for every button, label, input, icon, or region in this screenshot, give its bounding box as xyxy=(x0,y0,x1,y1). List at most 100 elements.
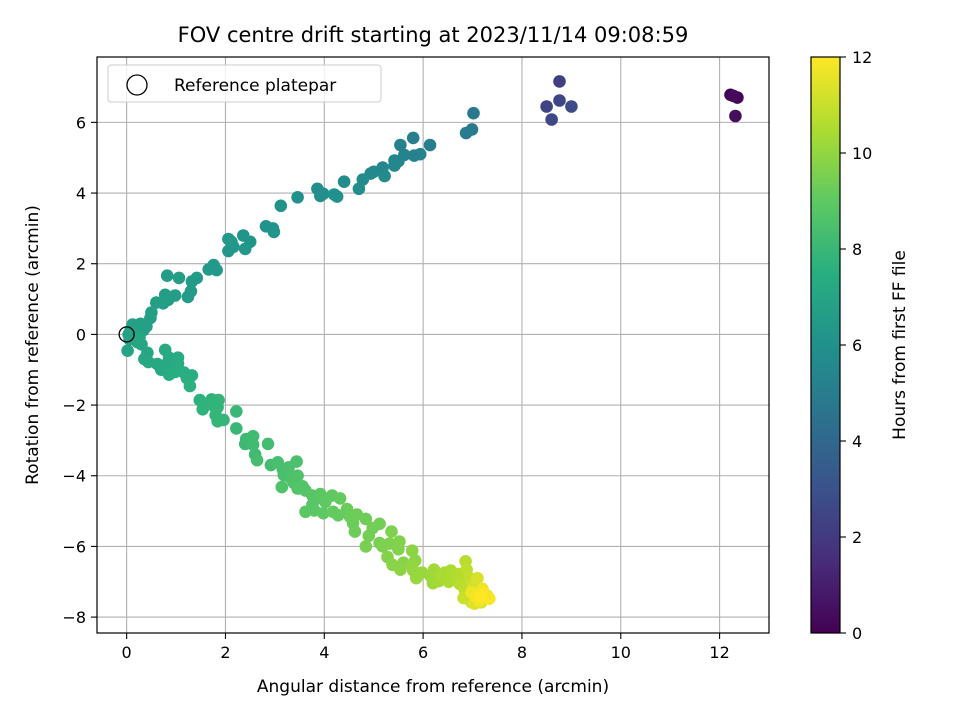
x-tick-label: 6 xyxy=(418,643,428,662)
data-point xyxy=(359,512,373,526)
data-point xyxy=(373,517,386,531)
legend-box xyxy=(107,64,382,103)
x-tick-label: 4 xyxy=(319,643,329,662)
y-tick-label: −8 xyxy=(62,608,86,627)
data-point xyxy=(246,438,260,452)
data-point xyxy=(217,413,230,427)
data-point xyxy=(317,506,330,520)
y-axis-label: Rotation from reference (arcmin) xyxy=(23,205,43,485)
data-point xyxy=(275,480,289,494)
data-point xyxy=(394,138,407,152)
colorbar-tick-label: 2 xyxy=(852,528,862,547)
data-point xyxy=(459,126,473,140)
x-tick-label: 0 xyxy=(122,643,132,662)
data-point xyxy=(290,455,303,468)
data-point xyxy=(222,244,235,258)
data-point xyxy=(337,175,351,188)
data-point xyxy=(121,344,134,358)
data-point xyxy=(250,453,264,467)
y-tick-label: 2 xyxy=(76,255,86,274)
data-point xyxy=(230,405,243,418)
y-tick-label: −2 xyxy=(62,396,86,415)
colorbar: 0 2 4 6 8 10 12 Hours from first FF file xyxy=(810,48,910,643)
data-point xyxy=(553,75,566,88)
data-point xyxy=(314,189,327,203)
data-point xyxy=(330,190,344,203)
data-point xyxy=(362,529,376,543)
x-axis-label: Angular distance from reference (arcmin) xyxy=(257,677,609,697)
y-tick-label: 4 xyxy=(76,184,86,203)
data-point xyxy=(237,229,250,242)
x-axis-ticks: 0 2 4 6 8 10 12 xyxy=(122,633,730,662)
data-point xyxy=(471,571,484,585)
y-tick-label: 0 xyxy=(76,325,86,344)
data-point xyxy=(185,369,199,382)
reference-point xyxy=(118,326,135,343)
colorbar-ticks: 0 2 4 6 8 10 12 xyxy=(840,48,872,643)
colorbar-tick-label: 10 xyxy=(852,144,872,163)
legend-entry-reference-platepar: Reference platepar xyxy=(174,76,336,96)
data-point xyxy=(474,589,487,603)
data-point xyxy=(333,492,347,505)
colorbar-gradient xyxy=(811,57,840,633)
data-point xyxy=(565,100,578,113)
y-axis-ticks: −8 −6 −4 −2 0 2 4 6 xyxy=(62,113,97,627)
data-point xyxy=(388,159,401,172)
data-point xyxy=(162,368,176,382)
data-point xyxy=(261,437,275,451)
data-point xyxy=(727,89,740,103)
data-point xyxy=(467,106,480,120)
data-point xyxy=(352,182,366,196)
data-point xyxy=(413,147,427,161)
colorbar-tick-label: 4 xyxy=(852,432,862,451)
data-points xyxy=(121,75,744,610)
plot-frame xyxy=(96,56,770,634)
data-point xyxy=(348,525,362,538)
y-tick-label: −4 xyxy=(62,467,86,486)
data-point xyxy=(394,563,407,576)
data-point xyxy=(392,543,405,556)
data-point xyxy=(267,225,281,239)
data-point xyxy=(238,242,252,256)
data-point xyxy=(540,100,553,113)
data-point xyxy=(185,275,199,288)
data-point xyxy=(359,540,373,553)
data-point xyxy=(150,296,163,309)
data-point xyxy=(230,422,243,435)
data-point xyxy=(729,109,742,123)
data-point xyxy=(405,544,419,557)
data-point xyxy=(160,269,174,283)
data-point xyxy=(222,232,235,246)
colorbar-tick-label: 0 xyxy=(852,624,862,643)
colorbar-tick-label: 8 xyxy=(852,240,862,259)
data-point xyxy=(183,379,197,393)
colorbar-tick-label: 6 xyxy=(852,336,862,355)
data-point xyxy=(423,138,437,152)
data-point xyxy=(172,271,186,285)
data-point xyxy=(553,94,566,107)
data-point xyxy=(196,403,209,416)
data-point xyxy=(291,191,304,204)
reference-platepar-marker xyxy=(118,326,135,343)
legend-marker-open-circle xyxy=(126,74,148,96)
data-point xyxy=(212,393,225,407)
y-tick-label: 6 xyxy=(76,113,86,132)
data-point xyxy=(406,131,420,145)
data-point xyxy=(133,330,146,344)
chart-title: FOV centre drift starting at 2023/11/14 … xyxy=(178,23,689,47)
y-tick-label: −6 xyxy=(62,537,86,556)
x-tick-label: 12 xyxy=(709,643,729,662)
data-point xyxy=(274,199,288,213)
data-point xyxy=(210,263,223,277)
data-point xyxy=(181,290,195,304)
legend: Reference platepar xyxy=(107,64,382,103)
x-tick-label: 2 xyxy=(220,643,230,662)
data-point xyxy=(545,113,558,126)
colorbar-tick-label: 12 xyxy=(852,48,872,67)
x-tick-label: 10 xyxy=(611,643,631,662)
data-point xyxy=(385,525,398,538)
colorbar-label: Hours from first FF file xyxy=(890,250,910,440)
x-tick-label: 8 xyxy=(517,643,527,662)
data-point xyxy=(331,509,345,522)
